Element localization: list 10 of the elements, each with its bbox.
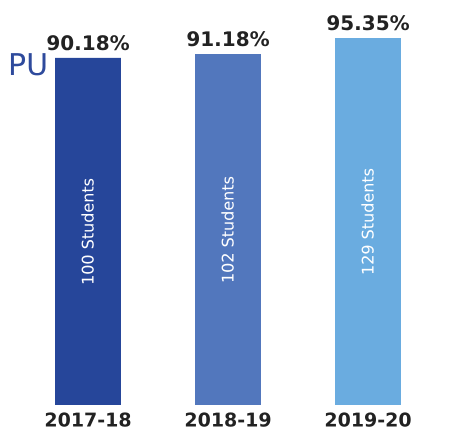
annotation: 100 Students xyxy=(78,178,98,285)
x-tick-label: 2018-19 xyxy=(184,409,272,432)
x-tick-label: 2017-18 xyxy=(44,409,132,432)
data-label: 91.18% xyxy=(186,27,270,52)
chart-title: PU xyxy=(8,48,48,83)
data-label: 95.35% xyxy=(326,11,410,35)
annotation: 129 Students xyxy=(358,168,378,275)
data-label: 90.18% xyxy=(46,30,130,55)
annotation: 102 Students xyxy=(218,176,238,283)
x-tick-label: 2019-20 xyxy=(324,409,412,432)
